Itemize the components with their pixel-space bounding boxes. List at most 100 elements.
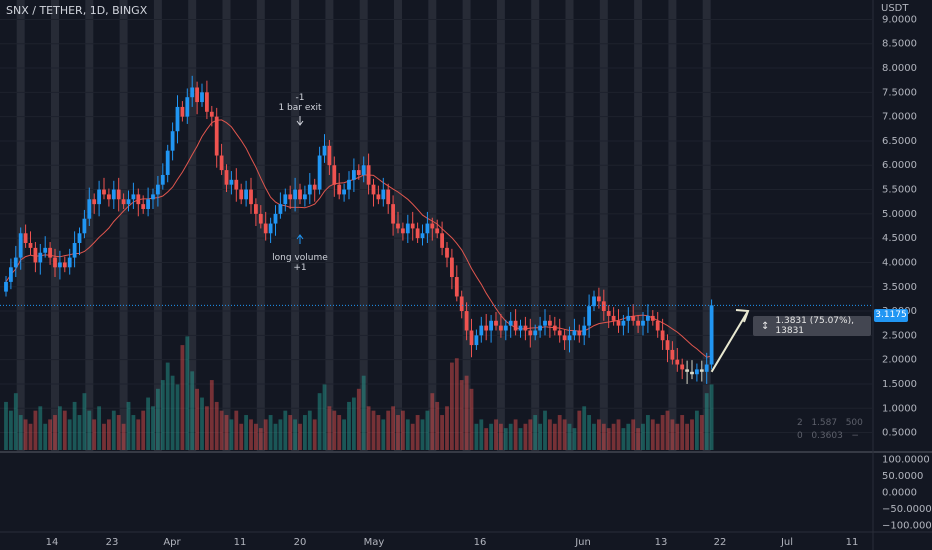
price-tick-label: 5.5000 (882, 185, 917, 196)
date-tick-label: 22 (714, 537, 727, 548)
volume-bar (209, 380, 214, 450)
candle (675, 347, 680, 372)
session-band (16, 0, 25, 452)
candle (450, 248, 454, 290)
price-tick-label: 9.0000 (882, 14, 917, 25)
volume-bar (513, 419, 518, 450)
candle (200, 83, 204, 107)
candle (107, 188, 111, 207)
annotations: -11 bar exit long volume+1 (272, 93, 328, 273)
candle (499, 313, 503, 338)
price-axis[interactable]: 0.50001.00001.50002.00002.50003.00003.50… (882, 14, 917, 438)
volume-bar (303, 415, 307, 450)
volume-bar (4, 401, 8, 450)
candle (209, 105, 214, 127)
candle (303, 185, 307, 207)
candle (597, 287, 601, 309)
volume-bar (67, 419, 72, 450)
oscillator-axis[interactable]: 100.0000 50.0000 0.0000 −50.0000 −100.0000 (882, 455, 932, 532)
date-tick-label: 13 (655, 537, 668, 548)
session-band (119, 0, 128, 452)
volume-bar (528, 419, 533, 450)
candle (337, 173, 342, 200)
volume-bar (352, 397, 356, 450)
volume-bar (239, 423, 244, 450)
session-band (634, 0, 643, 452)
price-tick-label: 4.0000 (882, 257, 917, 268)
entry-arrow-icon (296, 234, 304, 244)
volume-bar (87, 410, 92, 450)
candle (234, 168, 239, 202)
session-band (599, 0, 608, 452)
volume-bar (9, 410, 13, 450)
volume-bar (665, 410, 670, 450)
volume-bar (445, 406, 449, 450)
session-band (153, 0, 162, 452)
candle (592, 290, 596, 312)
session-band (496, 0, 505, 452)
candle (665, 334, 670, 363)
price-tick-label: 7.5000 (882, 87, 917, 98)
volume-bar (386, 410, 391, 450)
price-tick-label: 0.5000 (882, 428, 917, 439)
date-tick-label: 14 (46, 537, 59, 548)
volume-bar (327, 406, 332, 450)
candle (195, 81, 199, 115)
candle (229, 171, 234, 195)
volume-bar (709, 384, 714, 450)
volume-bar (33, 410, 38, 450)
measure-label[interactable]: ↕ 1.3831 (75.07%), 13831 (753, 316, 871, 336)
volume-bar (543, 410, 547, 450)
exit-arrow-icon (296, 116, 304, 126)
volume-bar (102, 423, 106, 450)
volume-bar (450, 362, 454, 450)
volume-bar (146, 397, 150, 450)
date-tick-label: 20 (294, 537, 307, 548)
price-tick-label: 7.0000 (882, 112, 917, 123)
candle (518, 319, 523, 338)
volume-bar (82, 393, 87, 450)
volume-bar (229, 419, 234, 450)
session-band (531, 0, 540, 452)
grid-lines (0, 18, 872, 434)
candle (435, 219, 440, 239)
candle (342, 183, 346, 202)
volume-bar (342, 419, 346, 450)
candle (111, 180, 116, 209)
candle (28, 231, 33, 256)
volume-bar (582, 406, 587, 450)
candle (268, 217, 273, 244)
volume-bar (675, 423, 680, 450)
candle (699, 360, 704, 382)
volume-bar (567, 423, 572, 450)
volume-bar (376, 415, 381, 450)
candle (273, 205, 278, 236)
volume-bar (499, 423, 503, 450)
time-axis[interactable]: 14 23 Apr 11 20 May 16 Jun 13 22 Jul 11 (46, 537, 859, 548)
candle (87, 187, 92, 226)
candle (474, 329, 479, 350)
volume-bar (293, 419, 297, 450)
volume-bar (435, 401, 440, 450)
candle (616, 309, 621, 333)
candle (670, 341, 675, 365)
candle (38, 243, 43, 275)
measure-arrow (710, 309, 750, 373)
candle (160, 163, 165, 190)
candle (356, 164, 361, 180)
volume-bar (38, 406, 43, 450)
volume-bar (214, 401, 219, 450)
candle (244, 180, 248, 207)
candle (97, 180, 101, 217)
candle (141, 195, 146, 214)
volume-bar (459, 380, 464, 450)
volume-bar (425, 410, 430, 450)
candle (102, 177, 106, 200)
candle (454, 265, 459, 302)
volume-bar (151, 406, 155, 450)
volume-bar (680, 415, 685, 450)
candle (332, 156, 337, 197)
candle (126, 190, 131, 212)
candle (366, 153, 371, 195)
